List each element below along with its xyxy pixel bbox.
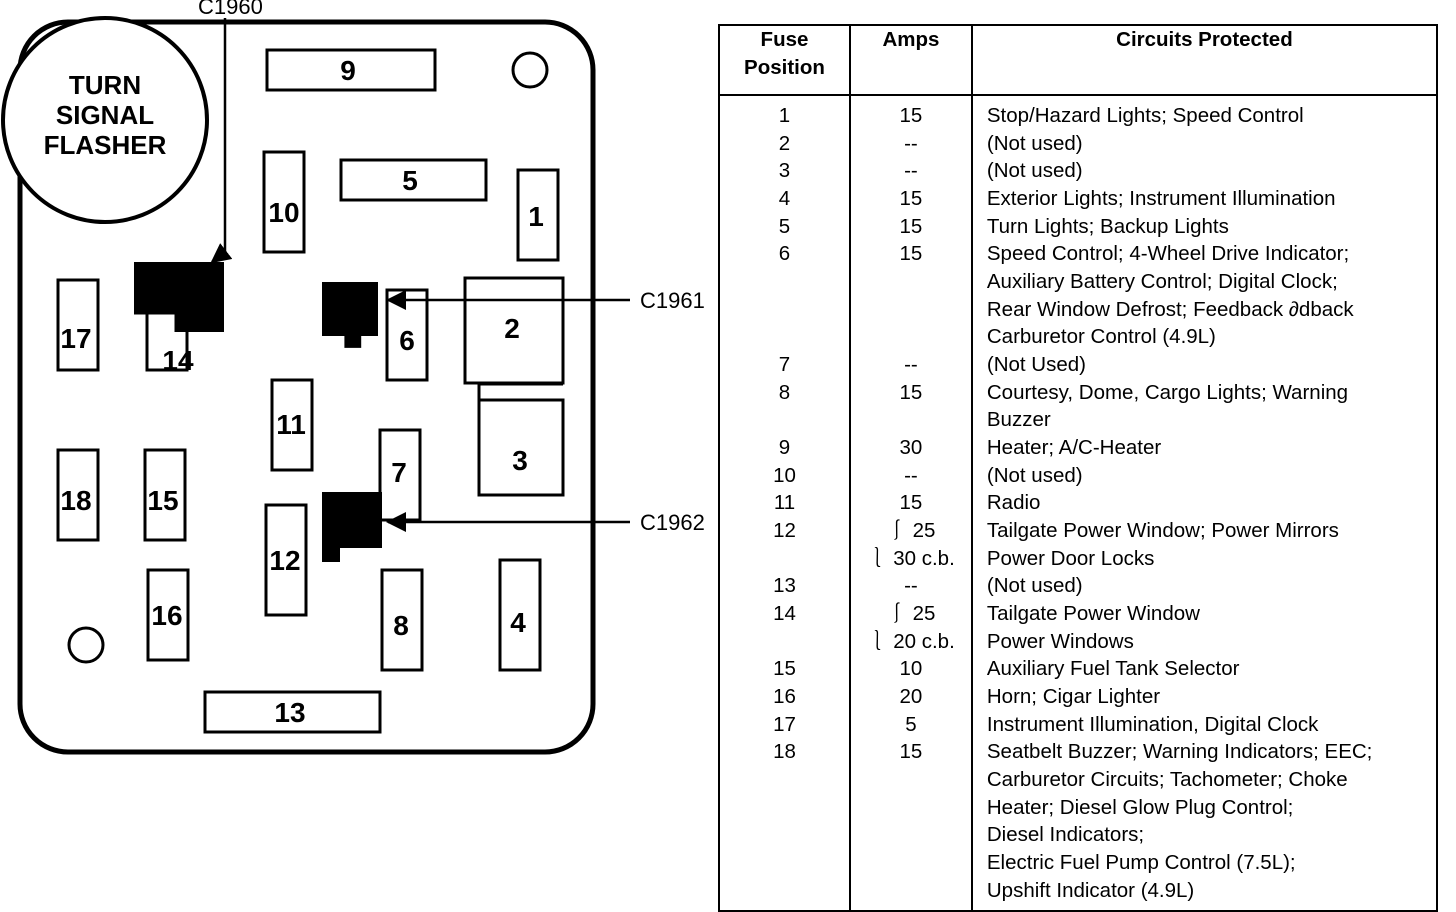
fuse-amps: 30 [865, 434, 957, 462]
circuit-protected: Upshift Indicator (4.9L) [987, 877, 1422, 905]
fuse-position: 6 [734, 240, 835, 268]
fuse-amps: ⎱ 20 c.b. [865, 628, 957, 656]
fuse-position: 4 [734, 185, 835, 213]
circuit-protected: Carburetor Control (4.9L) [987, 323, 1422, 351]
fuse-number: 10 [268, 197, 299, 228]
fuse-amps: ⎱ 30 c.b. [865, 545, 957, 573]
fuse-position: 12 [734, 517, 835, 545]
fuse-number: 17 [60, 323, 91, 354]
fuse-position: 9 [734, 434, 835, 462]
circuit-protected: Tailgate Power Window; Power Mirrors [987, 517, 1422, 545]
fuse-number: 1 [528, 201, 544, 232]
fuse-position: 10 [734, 462, 835, 490]
circuit-protected: Power Windows [987, 628, 1422, 656]
fuse-number: 9 [340, 55, 356, 86]
fuse-amps: 5 [865, 711, 957, 739]
flasher-label-line: TURN [69, 70, 141, 100]
fuse-amps: -- [865, 572, 957, 600]
fuse-number: 6 [399, 325, 415, 356]
fuse-amps: ⎰ 25 [865, 517, 957, 545]
circuit-protected: Horn; Cigar Lighter [987, 683, 1422, 711]
fuse-amps: 15 [865, 489, 957, 517]
circuit-protected: Speed Control; 4-Wheel Drive Indicator; [987, 240, 1422, 268]
callout-label: C1960 [198, 0, 263, 19]
fuse-amps: -- [865, 157, 957, 185]
fuse-position: 13 [734, 572, 835, 600]
circuit-protected: Radio [987, 489, 1422, 517]
fuse-position: 8 [734, 379, 835, 407]
table-header: Circuits Protected [972, 25, 1437, 95]
fuse-position: 2 [734, 130, 835, 158]
fuse-number: 13 [274, 697, 305, 728]
fuse-number: 2 [504, 313, 520, 344]
circuit-protected: (Not used) [987, 130, 1422, 158]
fuse-amps: -- [865, 462, 957, 490]
callout-label: C1962 [640, 510, 705, 535]
circuit-protected: Seatbelt Buzzer; Warning Indicators; EEC… [987, 738, 1422, 766]
fuse-position: 17 [734, 711, 835, 739]
circuit-protected: Turn Lights; Backup Lights [987, 213, 1422, 241]
fuse-number: 12 [269, 545, 300, 576]
circuit-protected: Buzzer [987, 406, 1422, 434]
fuse-position: 14 [734, 600, 835, 628]
circuit-protected: (Not Used) [987, 351, 1422, 379]
fuse-number: 16 [151, 600, 182, 631]
fuse-number: 18 [60, 485, 91, 516]
fuse-number: 8 [393, 610, 409, 641]
fuse-number: 5 [402, 165, 418, 196]
fuse-position: 18 [734, 738, 835, 766]
circuit-protected: Exterior Lights; Instrument Illumination [987, 185, 1422, 213]
circuit-protected: Carburetor Circuits; Tachometer; Choke [987, 766, 1422, 794]
fuse-number: 14 [162, 345, 194, 376]
fuse-amps: 10 [865, 655, 957, 683]
fuse-amps: -- [865, 130, 957, 158]
circuit-protected: Courtesy, Dome, Cargo Lights; Warning [987, 379, 1422, 407]
fuse-amps: 15 [865, 185, 957, 213]
fuse-amps: 15 [865, 738, 957, 766]
fuse-amps: -- [865, 351, 957, 379]
fuse-number: 3 [512, 445, 528, 476]
circuit-protected: Rear Window Defrost; Feedback ∂dback [987, 296, 1422, 324]
circuit-protected: Power Door Locks [987, 545, 1422, 573]
fuse-table: FusePositionAmpsCircuits Protected123456… [718, 24, 1438, 912]
fuse-position: 5 [734, 213, 835, 241]
fuse-amps: 15 [865, 379, 957, 407]
circuit-protected: (Not used) [987, 157, 1422, 185]
fuse-amps: ⎰ 25 [865, 600, 957, 628]
flasher-label-line: SIGNAL [56, 100, 154, 130]
fuse-amps: 20 [865, 683, 957, 711]
circuit-protected: Heater; A/C-Heater [987, 434, 1422, 462]
table-cell-amps: 15----151515 --15 30--15⎰ 25⎱ 30 c.b.--⎰… [850, 95, 972, 911]
flasher-label-line: FLASHER [44, 130, 167, 160]
fuse-position: 11 [734, 489, 835, 517]
fuse-number: 11 [276, 409, 306, 440]
circuit-protected: Auxiliary Fuel Tank Selector [987, 655, 1422, 683]
circuit-protected: (Not used) [987, 572, 1422, 600]
fuse-amps: 15 [865, 102, 957, 130]
table-cell-circ: Stop/Hazard Lights; Speed Control(Not us… [972, 95, 1437, 911]
fuse-position: 16 [734, 683, 835, 711]
circuit-protected: Auxiliary Battery Control; Digital Clock… [987, 268, 1422, 296]
fuse-position: 7 [734, 351, 835, 379]
circuit-protected: (Not used) [987, 462, 1422, 490]
fuse-number: 4 [510, 607, 526, 638]
table-header: Amps [850, 25, 972, 95]
fuse-position: 1 [734, 102, 835, 130]
fuse-number: 7 [391, 457, 407, 488]
table-header: FusePosition [719, 25, 850, 95]
circuit-protected: Electric Fuel Pump Control (7.5L); [987, 849, 1422, 877]
circuit-protected: Heater; Diesel Glow Plug Control; [987, 794, 1422, 822]
fuse-amps: 15 [865, 213, 957, 241]
circuit-protected: Stop/Hazard Lights; Speed Control [987, 102, 1422, 130]
fuse-number: 15 [147, 485, 178, 516]
circuit-protected: Diesel Indicators; [987, 821, 1422, 849]
callout-label: C1961 [640, 288, 705, 313]
fuse-amps: 15 [865, 240, 957, 268]
circuit-protected: Instrument Illumination, Digital Clock [987, 711, 1422, 739]
fuse-position: 15 [734, 655, 835, 683]
table-cell-pos: 123456 78 9101112 1314 15161718 [719, 95, 850, 911]
circuit-protected: Tailgate Power Window [987, 600, 1422, 628]
fuse-position: 3 [734, 157, 835, 185]
